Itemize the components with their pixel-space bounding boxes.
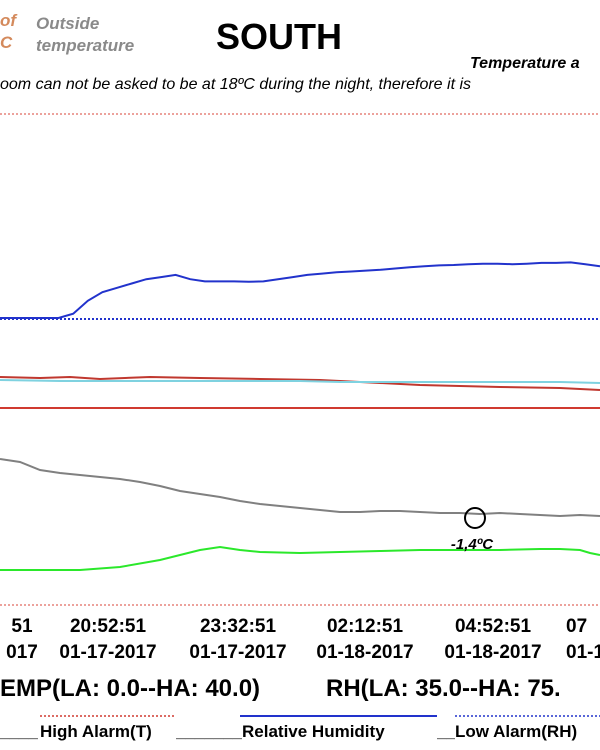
x-tick-2: 23:32:51 01-17-2017 xyxy=(178,614,298,666)
legend-fragment-line-1: of xyxy=(0,11,17,30)
x-tick-4-date: 01-18-2017 xyxy=(444,642,542,663)
x-tick-0-date: 017 xyxy=(6,642,38,663)
x-tick-0: 51 017 xyxy=(0,614,82,666)
legend-gap-1: _______ xyxy=(176,722,242,741)
x-tick-1: 20:52:51 01-17-2017 xyxy=(48,614,168,666)
legend-fragment-line-2: C xyxy=(0,33,13,52)
x-tick-3: 02:12:51 01-18-2017 xyxy=(305,614,425,666)
x-tick-5-date: 01-1 xyxy=(566,642,600,663)
x-tick-5: 07 01-1 xyxy=(566,614,600,666)
x-tick-1-date: 01-17-2017 xyxy=(59,642,157,663)
legend-low-alarm-rh: Low Alarm(RH) xyxy=(455,722,578,741)
x-tick-5-time: 07 xyxy=(566,616,588,637)
trace-red xyxy=(0,375,600,391)
trace-cyan xyxy=(0,379,600,384)
trace-gray xyxy=(0,458,600,518)
x-tick-4: 04:52:51 01-18-2017 xyxy=(433,614,553,666)
rh-limits: RH(LA: 35.0--HA: 75. xyxy=(326,675,561,702)
outside-label-line-2: temperature xyxy=(36,36,135,55)
x-tick-3-date: 01-18-2017 xyxy=(316,642,414,663)
series-relative-humidity xyxy=(0,261,600,319)
chart-subtitle: Temperature a xyxy=(470,55,580,72)
annotation-marker xyxy=(464,507,486,529)
legend-gap-0: ____ xyxy=(0,722,38,741)
outside-temperature-label: Outside temperature xyxy=(36,13,134,57)
x-tick-3-time: 02:12:51 xyxy=(326,616,404,637)
legend-high-alarm-t: High Alarm(T) xyxy=(40,722,152,741)
legend-gap-2: __ xyxy=(437,722,455,741)
x-tick-4-time: 04:52:51 xyxy=(454,616,532,637)
x-tick-2-date: 01-17-2017 xyxy=(189,642,287,663)
legend-fragment: of C xyxy=(0,10,28,54)
chart-title: SOUTH xyxy=(216,16,342,57)
x-tick-0-time: 51 xyxy=(11,616,33,637)
outside-label-line-1: Outside xyxy=(36,14,100,33)
x-tick-2-time: 23:32:51 xyxy=(199,616,277,637)
trace-green xyxy=(0,545,600,571)
chart-marks: -1,4ºC xyxy=(40,507,600,717)
chart-note: oom can not be asked to be at 18ºC durin… xyxy=(0,76,472,93)
legend-relative-humidity: Relative Humidity xyxy=(242,722,385,741)
chart-lines xyxy=(0,113,600,606)
annotation-label: -1,4ºC xyxy=(451,536,494,553)
x-tick-1-time: 20:52:51 xyxy=(69,616,147,637)
temp-limits: EMP(LA: 0.0--HA: 40.0) xyxy=(0,675,261,702)
